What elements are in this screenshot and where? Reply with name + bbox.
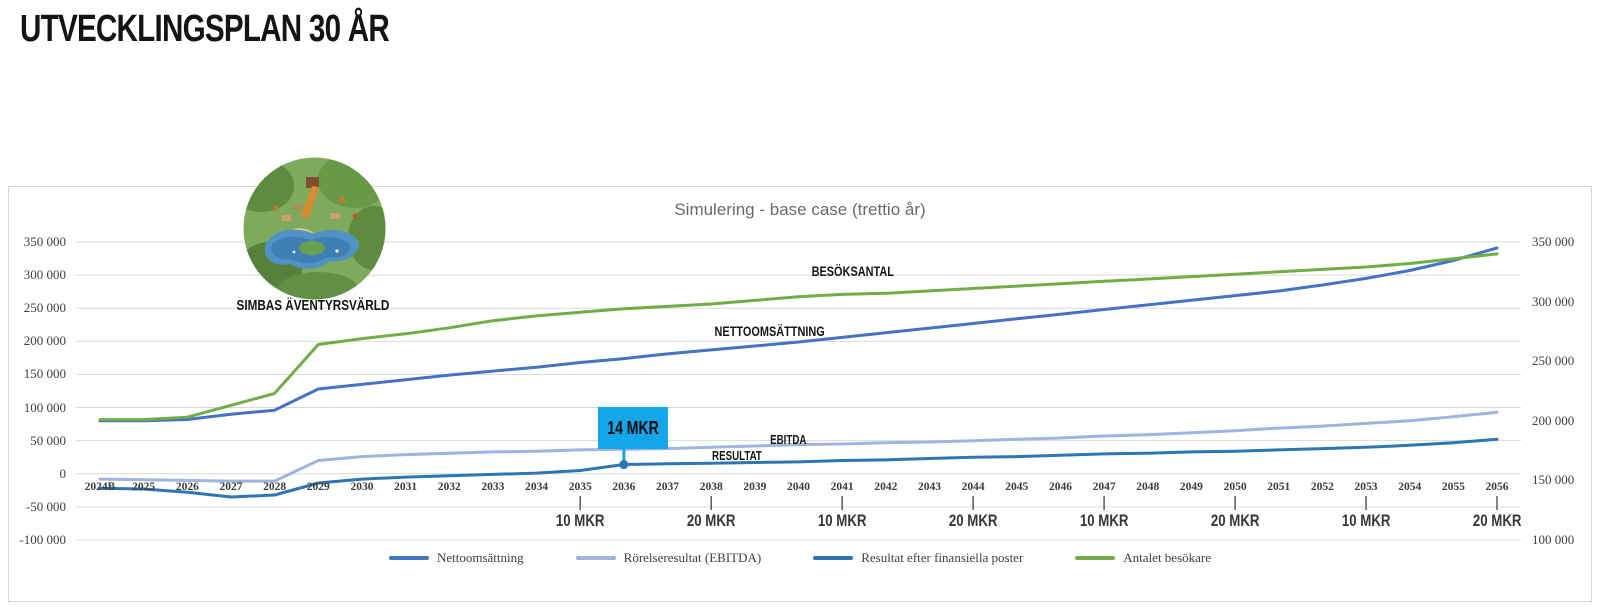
chart-legend: Nettoomsättning Rörelseresultat (EBITDA) R… (0, 550, 1600, 566)
x-axis-year-label: 2027 (219, 481, 243, 493)
page-title: UTVECKLINGSPLAN 30 ÅR (20, 8, 493, 51)
y-axis-tick-left: 200 000 (23, 333, 66, 349)
series-label-ebitda: EBITDA (769, 433, 807, 447)
y-axis-tick-right: 350 000 (1532, 234, 1575, 249)
x-axis-year-label: 2040 (787, 481, 810, 493)
x-axis-year-label: 2055 (1441, 481, 1465, 493)
x-axis-year-label: 2039 (743, 481, 767, 493)
callout-14mkr: 14 MKR (598, 407, 668, 449)
x-axis-year-label: 2054 (1398, 481, 1422, 493)
x-axis-year-label: 2049 (1179, 481, 1203, 493)
callout-marker (619, 460, 629, 470)
x-axis-year-label: 2025 (132, 481, 156, 493)
y-axis-tick-left: 250 000 (23, 300, 66, 316)
y-axis-tick-right: 150 000 (1532, 472, 1575, 488)
milestone-label: 20 MKR (928, 511, 1018, 531)
milestone-label-text: 10 MKR (555, 511, 605, 530)
x-axis-year-label: 2034 (525, 481, 549, 493)
milestone-label-text: 10 MKR (1341, 511, 1391, 530)
x-axis-year-label: 2043 (917, 481, 941, 493)
x-axis-year-label: 2035 (568, 481, 592, 493)
legend-swatch (388, 556, 429, 560)
x-axis-year-label: 2036 (612, 481, 636, 493)
x-axis-year-label: 2056 (1485, 481, 1509, 493)
y-axis-tick-right: 250 000 (1532, 353, 1575, 369)
legend-item: Rörelseresultat (EBITDA) (575, 550, 762, 566)
legend-label: Antalet besökare (1123, 550, 1212, 565)
x-axis-year-label: 2033 (481, 481, 505, 493)
series-line-r-relseresultat-ebitda- (98, 410, 1499, 483)
park-aerial-image (243, 157, 386, 300)
milestone-label-text: 20 MKR (686, 511, 736, 530)
y-axis-tick-left: 100 000 (23, 399, 66, 415)
y-axis-tick-left: -100 000 (19, 532, 66, 547)
y-axis-tick-right: 100 000 (1532, 532, 1575, 547)
legend-item: Antalet besökare (1075, 550, 1211, 566)
legend-label: Resultat efter finansiella poster (861, 550, 1024, 565)
x-axis-year-label: 2048 (1136, 481, 1160, 493)
y-axis-tick-left: 150 000 (23, 366, 66, 382)
x-axis-year-label: 2031 (394, 481, 418, 493)
park-label: SIMBAS ÄVENTYRSVÄRLD (236, 297, 390, 314)
legend-label: Rörelseresultat (EBITDA) (623, 550, 762, 565)
milestone-label-text: 20 MKR (948, 511, 998, 530)
x-axis-year-label: 2037 (656, 481, 680, 493)
y-axis-tick-right: 200 000 (1532, 412, 1575, 428)
x-axis-year-label: 2045 (1005, 481, 1029, 493)
milestone-label-text: 20 MKR (1210, 511, 1260, 530)
milestone-label: 20 MKR (1190, 511, 1280, 531)
milestone-label: 10 MKR (797, 511, 887, 531)
x-axis-year-label: 2042 (874, 481, 898, 493)
x-axis-year-label: 2028 (263, 481, 287, 493)
x-axis-year-label: 2038 (699, 481, 723, 493)
y-axis-tick-right: 300 000 (1532, 293, 1575, 309)
milestone-label-text: 20 MKR (1472, 511, 1522, 530)
x-axis-year-label: 2046 (1048, 481, 1072, 493)
series-label-resultat: RESULTAT (712, 449, 762, 463)
x-axis-year-label: 2030 (350, 481, 374, 493)
series-label-nettoomsattning: NETTOOMSÄTTNING (714, 323, 826, 339)
legend-swatch (813, 556, 854, 560)
y-axis-tick-left: 350 000 (23, 234, 66, 249)
x-axis-year-label: 2029 (306, 481, 330, 493)
x-axis-year-label: 2032 (437, 481, 461, 493)
x-axis-year-label: 2024B (84, 481, 116, 493)
series-line-antalet-bes-kare (98, 252, 1499, 422)
x-axis-year-label: 2047 (1092, 481, 1116, 493)
milestone-label: 10 MKR (535, 511, 625, 531)
legend-swatch (1075, 556, 1116, 560)
legend-label: Nettoomsättning (436, 550, 524, 565)
page-title-text: UTVECKLINGSPLAN 30 ÅR (20, 8, 390, 50)
legend-item: Nettoomsättning (388, 550, 524, 566)
milestone-label-text: 10 MKR (1079, 511, 1129, 530)
legend-swatch (575, 556, 616, 560)
chart-title: Simulering - base case (trettio år) (674, 200, 926, 219)
y-axis-tick-left: 0 (59, 465, 67, 481)
x-axis-year-label: 2053 (1354, 481, 1378, 493)
milestone-label: 10 MKR (1321, 511, 1411, 531)
y-axis-tick-left: 300 000 (23, 267, 66, 283)
x-axis-year-label: 2050 (1223, 481, 1247, 493)
series-label-besoksantal: BESÖKSANTAL (811, 263, 895, 279)
y-axis-tick-left: -50 000 (25, 498, 66, 514)
x-axis-year-label: 2052 (1310, 481, 1334, 493)
park-illustration (243, 157, 386, 300)
x-axis-year-label: 2044 (961, 481, 985, 493)
x-axis-year-label: 2051 (1267, 481, 1291, 493)
x-axis-year-label: 2026 (175, 481, 199, 493)
milestone-label: 10 MKR (1059, 511, 1149, 531)
milestone-label: 20 MKR (1452, 511, 1542, 531)
series-line-resultat-efter-finansiella-poster (98, 437, 1499, 499)
milestone-label: 20 MKR (666, 511, 756, 531)
milestone-label-text: 10 MKR (817, 511, 867, 530)
x-axis-year-label: 2041 (830, 481, 854, 493)
series-line-nettooms-ttning (98, 246, 1499, 423)
legend-item: Resultat efter finansiella poster (813, 550, 1023, 566)
y-axis-tick-left: 50 000 (30, 432, 66, 448)
